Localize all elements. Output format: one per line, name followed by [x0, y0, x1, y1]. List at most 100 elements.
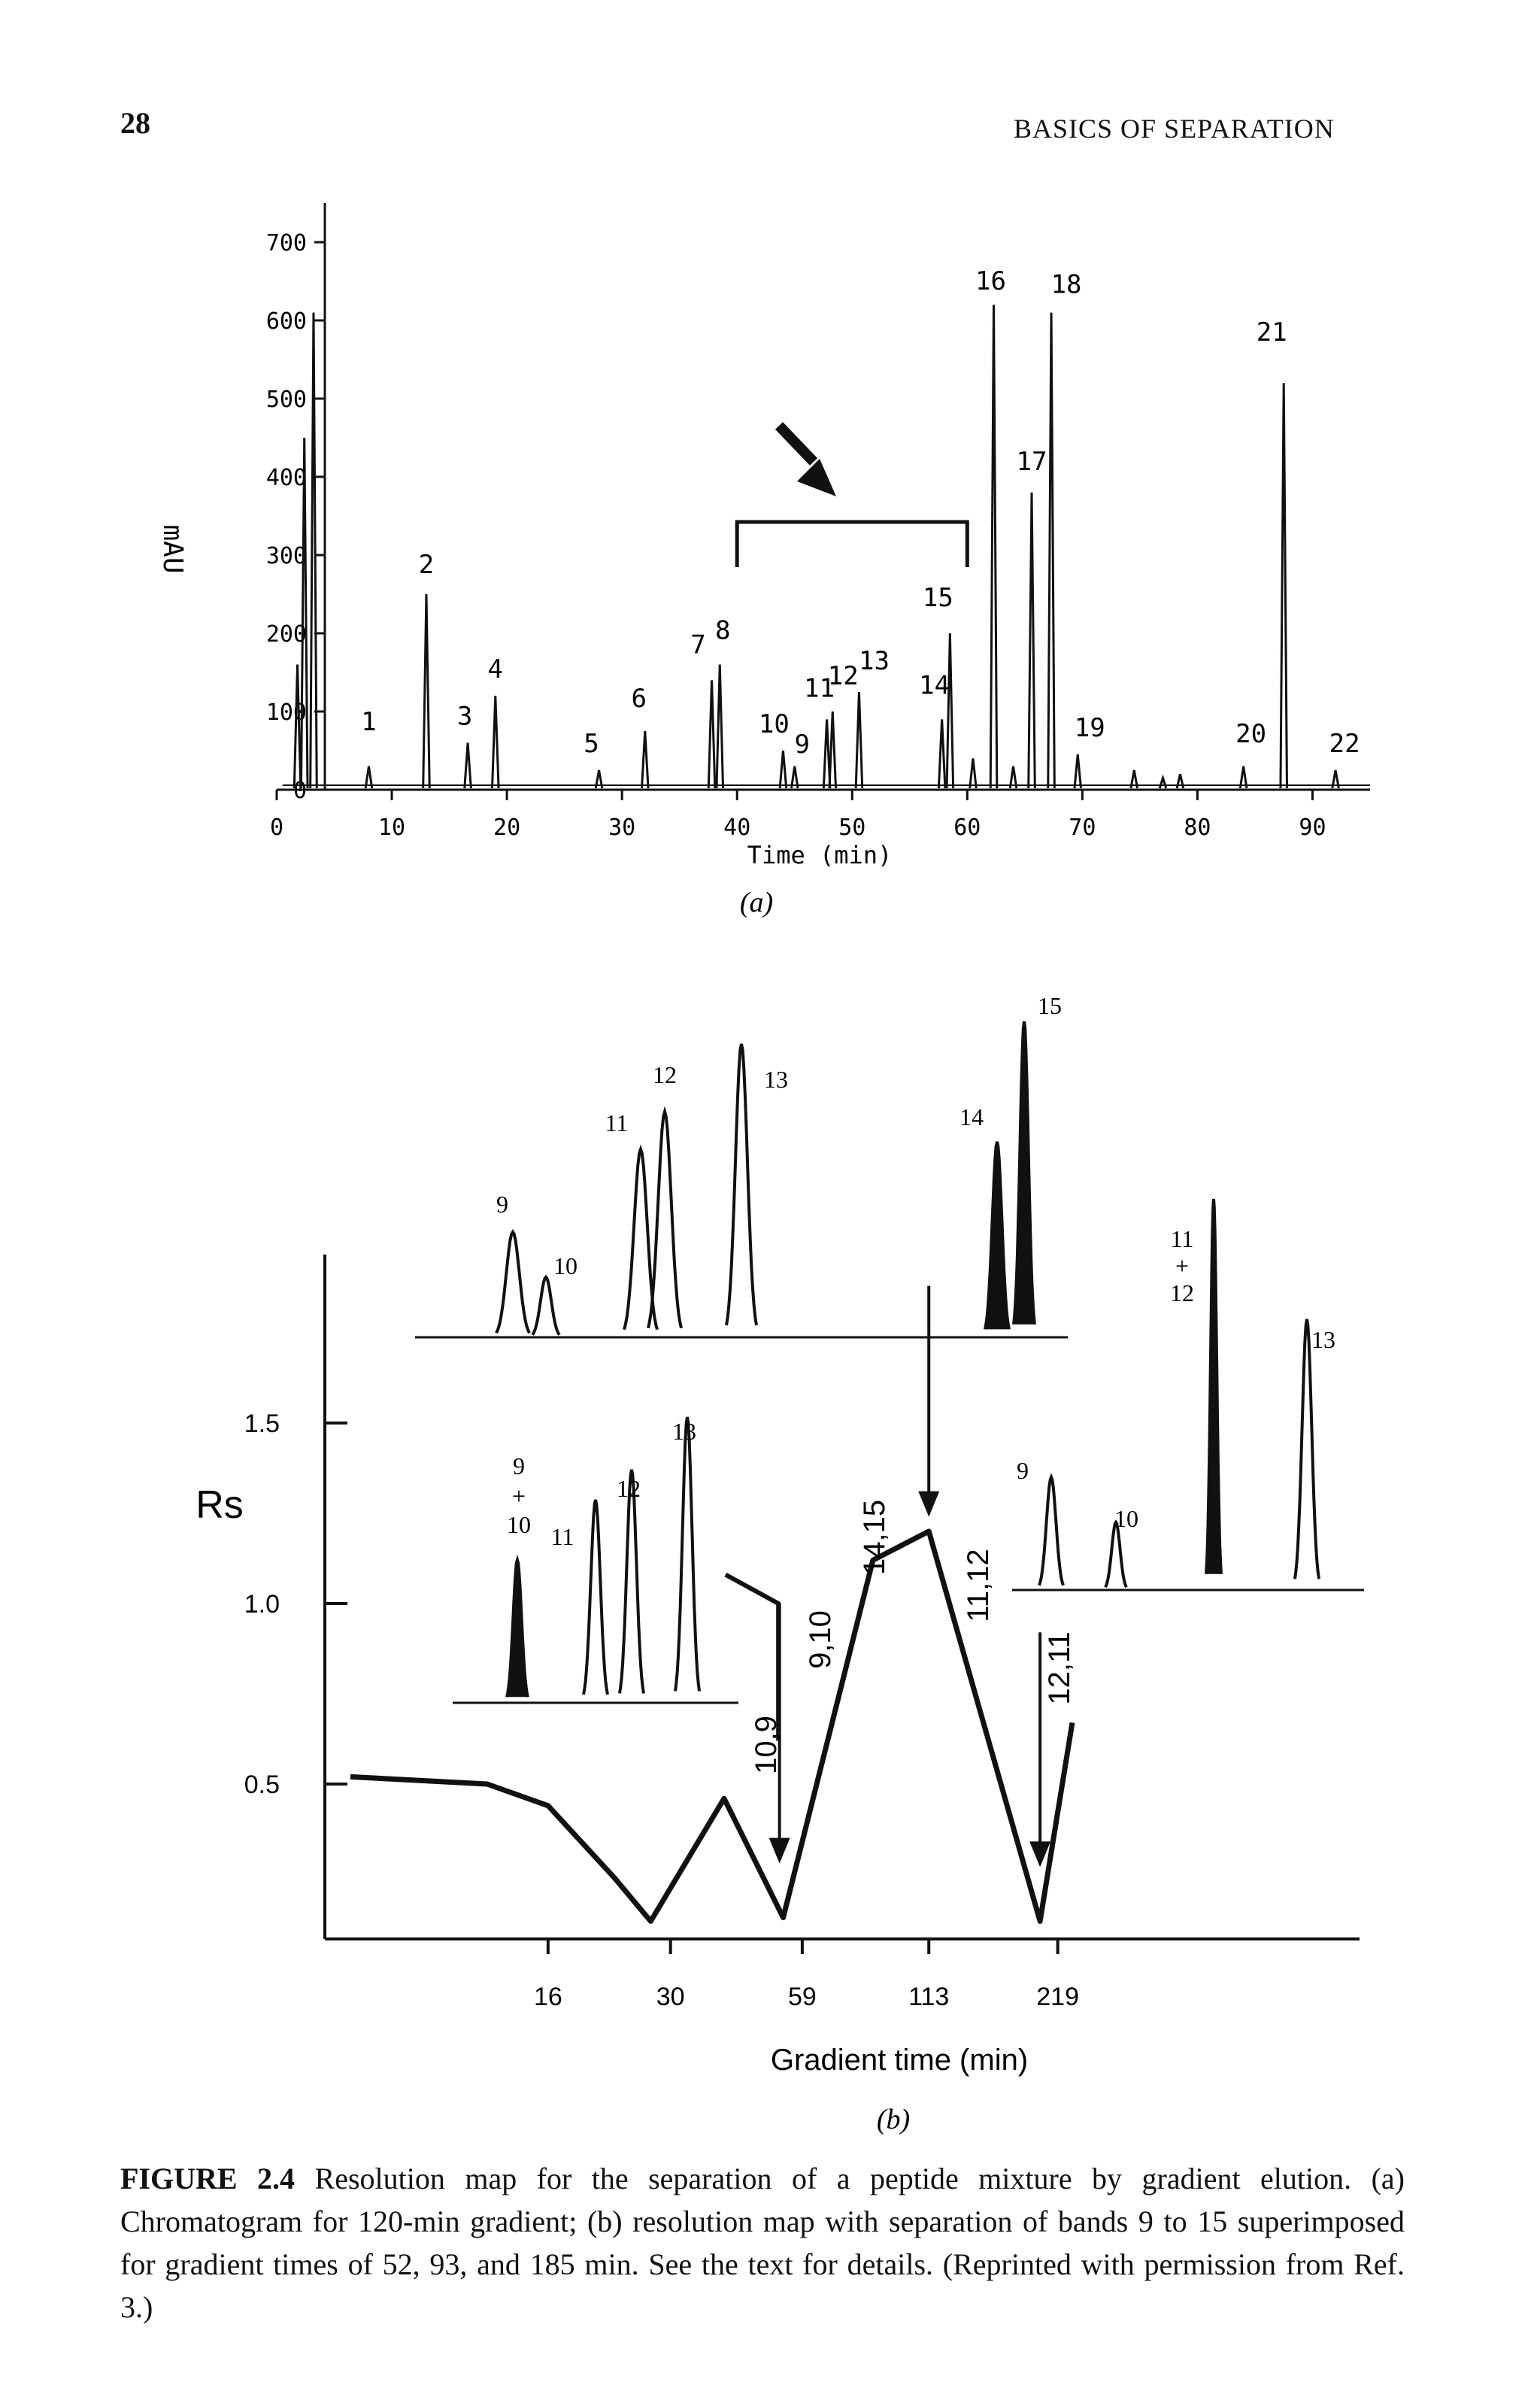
inset-peak	[1293, 1318, 1320, 1579]
inset-peak	[505, 1554, 529, 1698]
chromatogram-peak	[463, 742, 472, 789]
chromatogram-peak	[778, 750, 788, 789]
inset-peak	[582, 1499, 609, 1695]
inset-peak-label: 14	[959, 1103, 984, 1130]
peak-label: 7	[690, 630, 705, 660]
chromatogram-peak	[309, 312, 318, 789]
chromatogram-peak	[364, 766, 374, 789]
chromatogram-peak	[640, 730, 650, 789]
inset-peak-label: 13	[764, 1066, 788, 1093]
peak-label: 2	[419, 550, 434, 580]
marker-arrow-head-icon	[918, 1491, 940, 1517]
inset-peak	[674, 1416, 701, 1692]
peak-label: 6	[632, 684, 647, 714]
inset-peak-label: 13	[1311, 1326, 1335, 1353]
chromatogram-peak	[715, 664, 725, 789]
peak-label: 14	[919, 670, 950, 700]
inset-2: 9 10 11+12 13	[1012, 1198, 1364, 1591]
chromatogram-peak	[822, 719, 832, 789]
panel-a-label: (a)	[740, 887, 773, 918]
gradient-markers	[768, 1285, 1051, 1868]
y-tick-label: 600	[266, 308, 307, 335]
x-tick-label: 70	[1069, 815, 1096, 841]
x-tick-label: 16	[534, 1983, 562, 2011]
peak-label: 16	[975, 266, 1006, 296]
x-tick-label: 90	[1299, 815, 1326, 841]
arrow-head-icon	[797, 459, 836, 496]
rs-axis-label: Rs	[196, 1483, 244, 1527]
peak-label: 20	[1235, 719, 1266, 749]
y-tick-label: 0.5	[244, 1770, 280, 1799]
arrow-annotation	[775, 422, 836, 496]
x-tick-label: 59	[788, 1983, 817, 2011]
peak-label: 5	[584, 729, 599, 759]
x-tick-label: 30	[656, 1983, 685, 2011]
pair-label: 11,12	[962, 1549, 995, 1622]
chromatogram-peak	[491, 696, 500, 789]
x-tick-label: 113	[908, 1983, 949, 2011]
y-axis-label: mAU	[157, 524, 188, 573]
caption-text: Resolution map for the separation of a p…	[120, 2162, 1405, 2324]
panel-b-label: (b)	[877, 2104, 910, 2135]
resolution-map-axes: 0.5 1.0 1.5 16 30 59 113 219	[244, 1255, 1360, 2011]
inset-0: 9 10 11 12 13 14 15	[415, 992, 1068, 1339]
inset-peak-label: 15	[1038, 992, 1062, 1019]
peak-label: 1	[361, 707, 376, 737]
pair-labels: 10,9 9,10 14,15 11,12 12,11	[750, 1500, 1076, 1774]
peak-label: 15	[923, 583, 953, 613]
inset-peak-label: 11	[551, 1523, 574, 1550]
marker-arrow-head-icon	[1029, 1841, 1051, 1868]
bracket-annotation	[735, 520, 969, 567]
inset-peak-label: 9	[513, 1452, 525, 1479]
chromatogram-peak	[854, 691, 864, 789]
peak-label: 10	[759, 709, 790, 739]
pair-label: 9,10	[804, 1610, 837, 1669]
inset-peak-label: 12	[653, 1061, 677, 1088]
inset-peak-label: 12	[1170, 1279, 1194, 1306]
peak-label: 9	[794, 730, 809, 760]
chromatogram-trace	[282, 305, 1370, 789]
pair-label: 14,15	[858, 1500, 891, 1575]
inset-peak	[1104, 1519, 1128, 1588]
y-tick-label: 500	[266, 387, 307, 413]
chromatogram-peak	[1008, 766, 1018, 789]
inset-peak-label: 11	[605, 1109, 629, 1136]
inset-peak	[618, 1469, 645, 1694]
peak-label: 8	[715, 616, 730, 646]
inset-peak	[647, 1106, 683, 1329]
chromatogram-peak	[989, 305, 999, 789]
x-axis-label: Time (min)	[747, 841, 893, 869]
inset-peak	[725, 1043, 758, 1326]
running-head: BASICS OF SEPARATION	[1014, 114, 1335, 144]
inset-peak-label: 11	[1171, 1225, 1194, 1252]
y-tick-label: 200	[266, 621, 307, 648]
resolution-map-panel: 0.5 1.0 1.5 16 30 59 113 219 10,9 9,10 14,15 11,12…	[196, 992, 1364, 2135]
chromatogram-peak	[1073, 754, 1083, 789]
peak-label: 19	[1075, 713, 1105, 743]
inset-peak-label: 10	[553, 1252, 578, 1279]
x-tick-label: 60	[953, 815, 981, 841]
page-number: 28	[120, 106, 150, 140]
chromatogram-peak	[945, 633, 955, 789]
chromatogram-peak	[969, 758, 978, 789]
inset-peak	[1012, 1021, 1036, 1325]
x-tick-label: 20	[493, 815, 520, 841]
x-tick-label: 50	[838, 815, 865, 841]
chromatogram-peak	[299, 437, 309, 789]
chromatogram-peak	[594, 769, 604, 789]
x-tick-label: 0	[270, 815, 283, 841]
inset-peak-label: 12	[617, 1475, 641, 1502]
peak-label: 3	[457, 702, 472, 732]
chromatogram-peak	[707, 680, 717, 789]
chromatogram-peak	[1175, 773, 1185, 789]
y-tick-label: 1.5	[244, 1409, 280, 1438]
chromatogram-peak	[1279, 383, 1288, 789]
peak-label: 21	[1257, 317, 1287, 347]
figure-caption: FIGURE 2.4 Resolution map for the separa…	[120, 2157, 1405, 2329]
inset-peak	[531, 1274, 561, 1336]
chromatogram-peak	[1158, 774, 1168, 789]
inset-peak-label: 10	[1114, 1505, 1138, 1532]
